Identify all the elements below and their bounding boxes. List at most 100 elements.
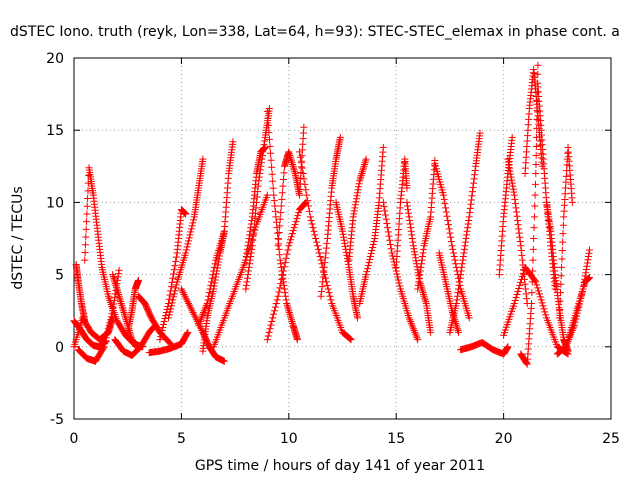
data-point-marker bbox=[457, 267, 465, 275]
data-series-26 bbox=[356, 144, 387, 307]
data-point-marker bbox=[408, 231, 416, 239]
data-point-marker bbox=[522, 285, 530, 293]
data-point-marker bbox=[245, 267, 253, 275]
data-point-marker bbox=[516, 281, 524, 289]
data-point-marker bbox=[409, 238, 417, 246]
data-point-marker bbox=[242, 281, 250, 289]
data-point-marker bbox=[507, 173, 515, 181]
data-point-marker bbox=[557, 289, 565, 297]
data-point-marker bbox=[518, 256, 526, 264]
data-point-marker bbox=[512, 293, 520, 301]
data-point-marker bbox=[114, 289, 122, 297]
data-point-marker bbox=[247, 220, 255, 228]
y-axis-label: dSTEC / TECUs bbox=[10, 186, 26, 289]
data-point-marker bbox=[320, 268, 328, 276]
data-point-marker bbox=[205, 289, 213, 297]
data-point-marker bbox=[386, 241, 394, 249]
data-point-marker bbox=[117, 299, 125, 307]
data-point-marker bbox=[284, 246, 292, 254]
data-point-marker bbox=[215, 255, 223, 263]
data-point-marker bbox=[513, 212, 521, 220]
data-point-marker bbox=[357, 173, 365, 181]
data-point-marker bbox=[293, 336, 301, 344]
data-point-marker bbox=[212, 270, 220, 278]
data-point-marker bbox=[410, 327, 418, 335]
data-point-marker bbox=[518, 272, 526, 280]
data-point-marker bbox=[457, 271, 465, 279]
data-point-marker bbox=[199, 310, 207, 318]
data-point-marker bbox=[511, 296, 519, 304]
data-point-marker bbox=[210, 285, 218, 293]
grid-lines bbox=[74, 58, 611, 419]
data-series-1 bbox=[70, 317, 110, 351]
data-point-marker bbox=[318, 260, 326, 268]
data-point-marker bbox=[315, 249, 323, 257]
data-point-marker bbox=[512, 208, 520, 216]
data-point-marker bbox=[453, 325, 461, 333]
x-tick-label: 15 bbox=[387, 431, 405, 447]
data-point-marker bbox=[275, 228, 283, 236]
data-point-marker bbox=[340, 236, 348, 244]
data-point-marker bbox=[451, 256, 459, 264]
data-point-marker bbox=[165, 311, 173, 319]
data-point-marker bbox=[266, 325, 274, 333]
data-series-21 bbox=[263, 198, 310, 344]
data-point-marker bbox=[418, 256, 426, 264]
data-point-marker bbox=[249, 236, 257, 244]
data-point-marker bbox=[355, 180, 363, 188]
axis-ticks: 0 5 10 15 20 25 -5 0 5 10 15 20 bbox=[46, 51, 620, 447]
data-point-marker bbox=[379, 144, 387, 152]
data-point-marker bbox=[165, 295, 173, 303]
data-point-marker bbox=[586, 246, 594, 254]
data-point-marker bbox=[360, 162, 368, 170]
data-point-marker bbox=[185, 237, 193, 245]
data-point-marker bbox=[523, 295, 531, 303]
data-point-marker bbox=[81, 248, 89, 256]
data-point-marker bbox=[521, 280, 529, 288]
data-point-marker bbox=[285, 150, 293, 158]
data-point-marker bbox=[396, 282, 404, 290]
data-point-marker bbox=[447, 233, 455, 241]
data-point-marker bbox=[212, 273, 220, 281]
data-series-27 bbox=[379, 198, 422, 344]
data-point-marker bbox=[454, 327, 462, 335]
data-point-marker bbox=[455, 281, 463, 289]
data-point-marker bbox=[286, 310, 294, 318]
data-point-marker bbox=[119, 307, 127, 315]
data-point-marker bbox=[116, 296, 124, 304]
data-point-marker bbox=[277, 263, 285, 271]
data-point-marker bbox=[530, 235, 538, 242]
data-point-marker bbox=[362, 271, 370, 279]
data-point-marker bbox=[336, 133, 344, 141]
data-point-marker bbox=[394, 273, 402, 281]
data-point-marker bbox=[187, 228, 195, 236]
data-point-marker bbox=[583, 262, 591, 270]
data-point-marker bbox=[265, 128, 273, 136]
data-point-marker bbox=[245, 238, 253, 246]
data-point-marker bbox=[461, 238, 469, 246]
data-point-marker bbox=[291, 221, 299, 229]
data-point-marker bbox=[355, 183, 363, 191]
data-point-marker bbox=[407, 319, 415, 327]
data-point-marker bbox=[555, 314, 563, 322]
data-point-marker bbox=[247, 224, 255, 232]
data-point-marker bbox=[450, 314, 458, 322]
data-point-marker bbox=[417, 260, 425, 268]
data-point-marker bbox=[358, 170, 366, 178]
data-point-marker bbox=[186, 303, 194, 311]
data-point-marker bbox=[189, 219, 197, 227]
data-point-marker bbox=[358, 168, 366, 176]
data-point-marker bbox=[366, 253, 374, 261]
data-point-marker bbox=[245, 235, 253, 242]
data-point-marker bbox=[83, 202, 91, 210]
data-point-marker bbox=[83, 218, 91, 226]
data-point-marker bbox=[287, 157, 295, 165]
data-point-marker bbox=[407, 227, 415, 235]
data-point-marker bbox=[419, 249, 427, 257]
data-point-marker bbox=[533, 115, 541, 123]
data-point-marker bbox=[269, 314, 277, 322]
data-point-marker bbox=[391, 264, 399, 272]
data-point-marker bbox=[508, 133, 516, 141]
data-point-marker bbox=[558, 255, 566, 263]
data-point-marker bbox=[448, 307, 456, 315]
